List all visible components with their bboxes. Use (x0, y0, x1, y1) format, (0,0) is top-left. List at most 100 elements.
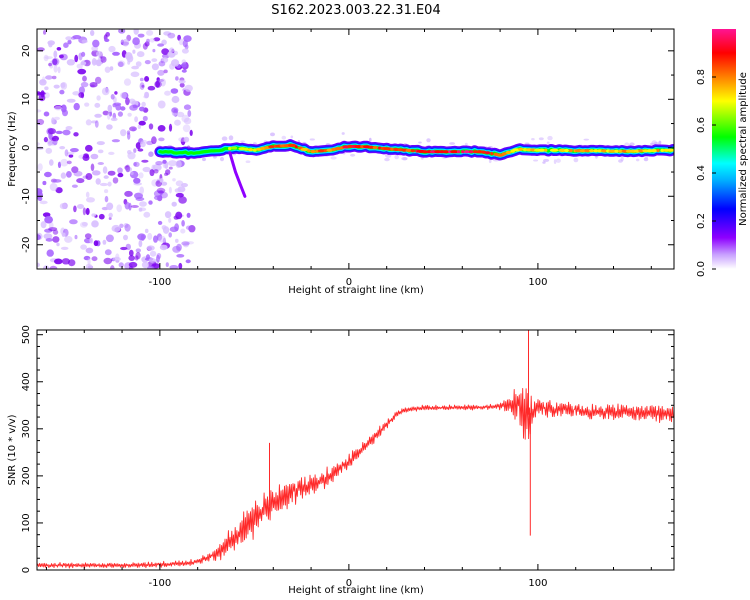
noise-speckle (136, 51, 145, 58)
noise-speckle (179, 82, 185, 88)
noise-speckle (108, 212, 113, 218)
snr-xlabel: Height of straight line (km) (288, 585, 424, 596)
noise-speckle (60, 158, 69, 167)
noise-speckle (139, 201, 147, 207)
noise-speckle (171, 107, 179, 114)
noise-speckle (45, 238, 54, 242)
noise-speckle (85, 191, 90, 198)
noise-speckle (183, 104, 192, 110)
noise-speckle (37, 196, 43, 201)
noise-speckle (89, 82, 98, 88)
noise-speckle (95, 76, 102, 84)
noise-speckle (144, 76, 150, 82)
ridge-halo-speckle (533, 159, 539, 162)
noise-speckle (147, 232, 153, 241)
noise-speckle (175, 76, 179, 81)
noise-speckle (101, 87, 110, 96)
y-tick-label: 20 (21, 44, 32, 57)
noise-speckle (107, 112, 111, 120)
noise-speckle (144, 91, 150, 99)
noise-speckle (187, 110, 192, 117)
ridge-hotspot (584, 149, 591, 153)
noise-speckle (115, 253, 120, 260)
noise-speckle (96, 50, 103, 57)
ridge-hotspot (393, 147, 399, 152)
noise-speckle (128, 266, 134, 269)
noise-speckle (168, 166, 173, 170)
noise-speckle (96, 141, 105, 146)
noise-speckle (40, 221, 47, 229)
noise-speckle (76, 63, 83, 69)
noise-speckle (125, 164, 131, 173)
spectral-ridge (154, 139, 674, 198)
x-tick-label: 100 (528, 277, 547, 288)
noise-speckle (171, 95, 180, 104)
noise-speckle (82, 154, 90, 161)
noise-speckle (181, 59, 187, 65)
noise-speckle (64, 149, 69, 157)
noise-speckle (165, 169, 171, 176)
ridge-hotspot (518, 147, 524, 151)
noise-speckle (57, 66, 61, 74)
ridge-halo-speckle (341, 132, 345, 135)
noise-speckle (138, 120, 146, 126)
noise-speckle (151, 58, 158, 62)
noise-speckle (129, 249, 134, 257)
noise-speckle (184, 84, 193, 92)
noise-speckle (175, 160, 182, 168)
noise-speckle (53, 64, 58, 73)
ridge-hotspot (568, 149, 573, 153)
noise-speckle (80, 221, 88, 228)
ridge-hotspot (405, 148, 412, 152)
noise-speckle (48, 62, 52, 67)
ridge-hotspot (410, 149, 415, 153)
ridge-hotspot (650, 149, 658, 153)
noise-speckle (43, 233, 53, 240)
noise-speckle (82, 207, 86, 216)
noise-speckle (149, 169, 155, 177)
ridge-tail (228, 151, 247, 198)
noise-speckle (149, 38, 156, 43)
ridge-hotspot (666, 148, 674, 152)
noise-speckle (175, 211, 183, 220)
noise-speckle (170, 88, 179, 94)
ridge-hotspot (294, 145, 298, 149)
ridge-hotspot (656, 148, 660, 153)
noise-speckle (57, 161, 62, 168)
noise-speckle (42, 76, 46, 83)
noise-speckle (142, 166, 151, 173)
ridge-hotspot (490, 152, 494, 156)
noise-speckle (80, 244, 87, 250)
noise-speckle (149, 250, 157, 257)
noise-speckle (119, 223, 124, 228)
noise-speckle (71, 166, 79, 174)
noise-speckle (76, 178, 85, 184)
noise-speckle (44, 92, 50, 99)
ridge-halo-speckle (658, 140, 662, 145)
noise-speckle (167, 32, 176, 39)
snr-series (37, 330, 674, 569)
y-tick-label: 500 (21, 325, 32, 344)
noise-speckle (168, 232, 172, 238)
colorbar-tick-label: 0.4 (696, 165, 707, 181)
noise-speckle (112, 51, 120, 56)
noise-speckle (78, 92, 85, 98)
noise-speckle (171, 59, 180, 67)
ridge-halo-speckle (221, 136, 228, 141)
noise-speckle (143, 211, 151, 218)
ridge-hotspot (247, 148, 254, 152)
noise-speckle (45, 147, 53, 154)
noise-speckle (61, 232, 66, 237)
noise-speckle (78, 86, 85, 94)
noise-speckle (85, 119, 92, 126)
noise-speckle (157, 79, 165, 82)
colorbar-axis: 0.0 0.2 0.4 0.6 0.8 (696, 69, 716, 277)
noise-speckle (37, 109, 42, 113)
noise-speckle (90, 163, 95, 172)
noise-speckle (73, 102, 80, 111)
ridge-halo-speckle (213, 156, 217, 159)
noise-speckle (147, 85, 156, 91)
snr-axes: -100 0 100 0 100 200 300 400 500 (21, 325, 674, 589)
